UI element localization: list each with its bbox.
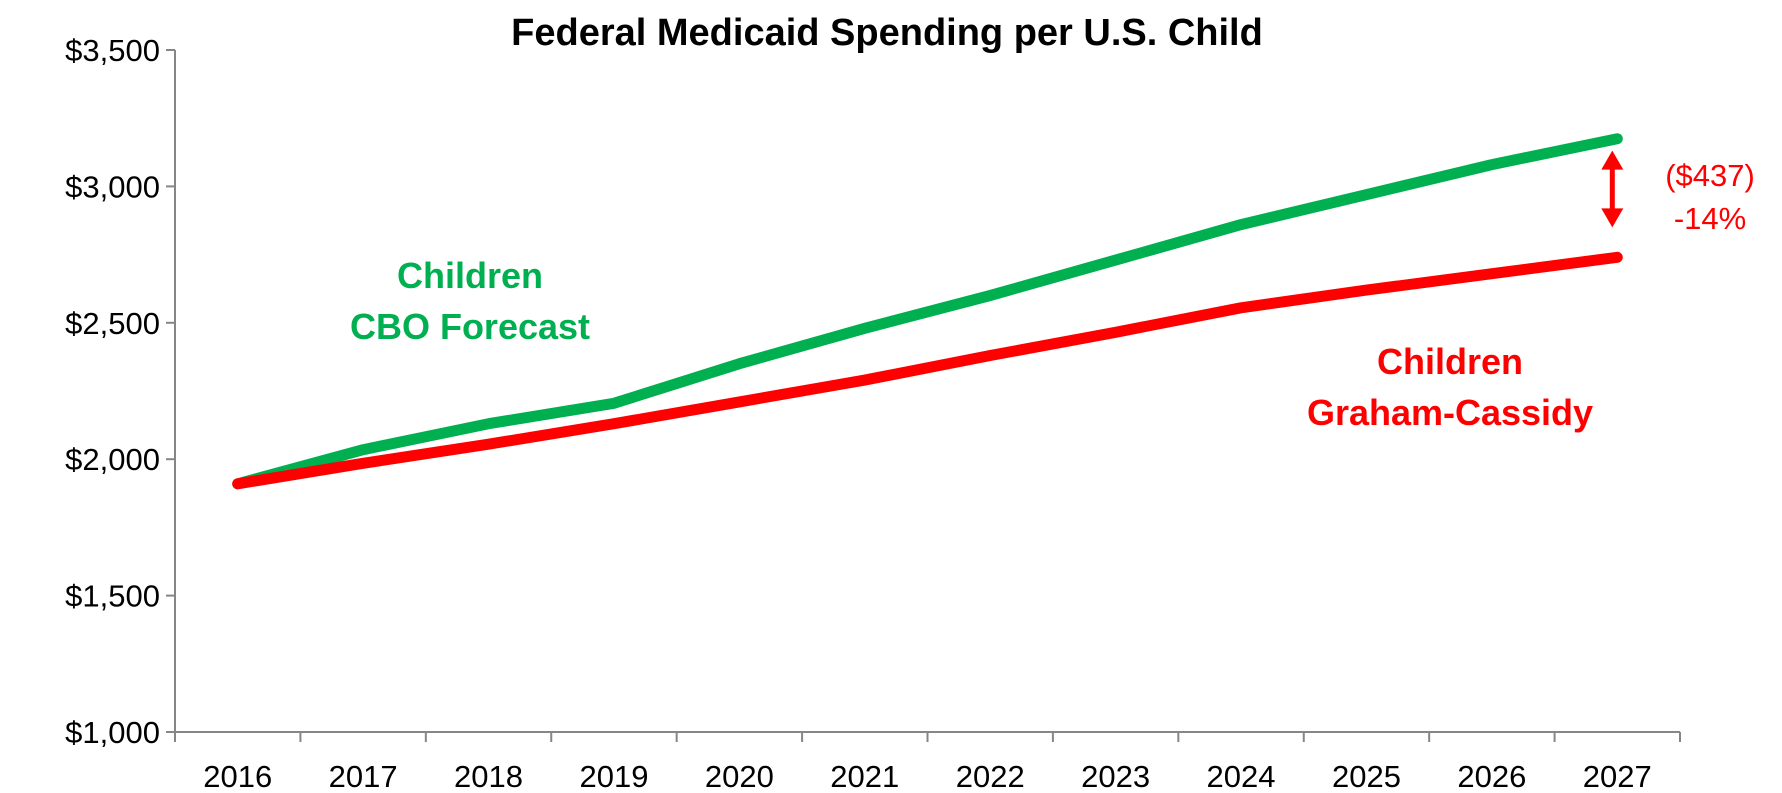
series-line-cbo-forecast [232,133,1623,490]
y-axis-ticks: $1,000 $1,500 $2,000 $2,500 $3,000 $3,500 [65,33,175,750]
series-line-graham-cassidy [232,251,1623,490]
y-tick-label: $2,000 [65,442,160,477]
x-tick-label: 2023 [1081,759,1150,793]
series-label-line: Children [1377,341,1523,382]
x-tick-label: 2022 [956,759,1025,793]
axes [174,50,1680,733]
y-tick-label: $3,000 [65,169,160,204]
difference-annotation: ($437) -14% [1601,150,1755,236]
series-lines [232,133,1623,490]
y-tick-label: $3,500 [65,33,160,68]
x-tick-label: 2024 [1207,759,1276,793]
x-axis-ticks: 2016 2017 2018 2019 2020 2021 2022 2023 2024 2025… [174,732,1681,793]
x-tick-label: 2027 [1583,759,1652,793]
x-tick-label: 2018 [454,759,523,793]
y-tick-label: $1,500 [65,579,160,614]
difference-label: ($437) [1665,158,1755,193]
series-label-graham-cassidy: Children Graham-Cassidy [1307,341,1593,433]
x-tick-label: 2019 [579,759,648,793]
arrow-head-down [1601,208,1624,228]
series-label-cbo-forecast: Children CBO Forecast [350,255,590,347]
chart-title: Federal Medicaid Spending per U.S. Child [511,12,1263,54]
x-tick-label: 2025 [1332,759,1401,793]
arrow-head-up [1601,150,1624,170]
series-label-line: Graham-Cassidy [1307,392,1593,433]
x-tick-label: 2020 [705,759,774,793]
series-label-line: Children [397,255,543,296]
series-labels: Children CBO Forecast Children Graham-Cassi… [350,255,1593,433]
x-tick-label: 2021 [830,759,899,793]
x-tick-label: 2026 [1457,759,1526,793]
x-tick-label: 2016 [203,759,272,793]
difference-label: -14% [1674,201,1746,236]
series-label-line: CBO Forecast [350,306,590,347]
x-tick-label: 2017 [329,759,398,793]
y-tick-label: $1,000 [65,715,160,750]
y-tick-label: $2,500 [65,306,160,341]
